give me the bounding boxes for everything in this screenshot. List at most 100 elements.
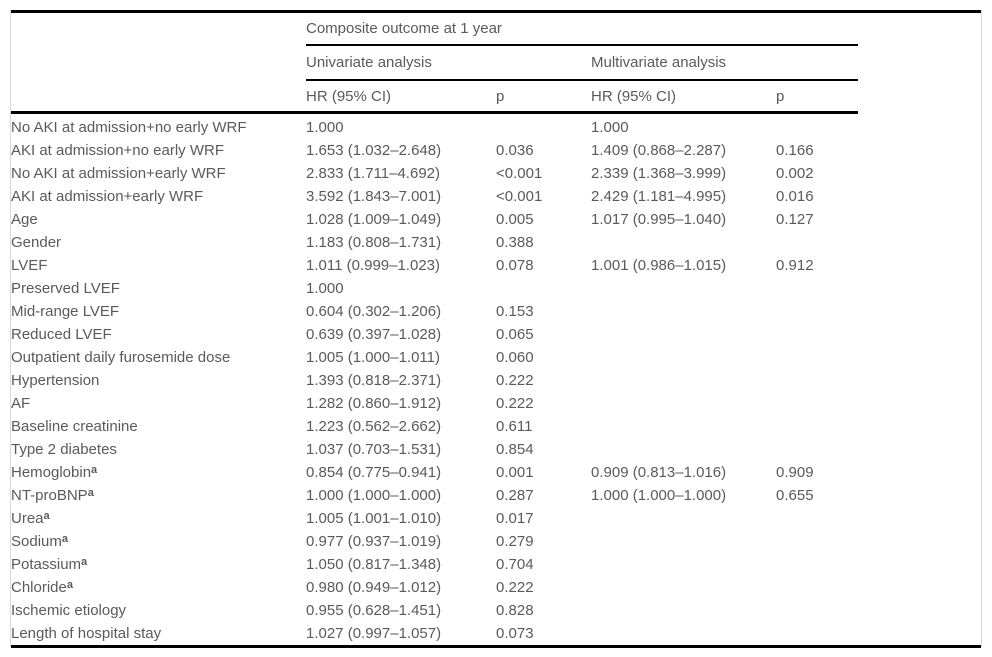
row-spacer [858, 113, 981, 140]
multivariate-p-cell [776, 323, 858, 346]
row-spacer [858, 392, 981, 415]
row-variable-label: AF [11, 392, 306, 415]
multivariate-p-cell: 0.166 [776, 142, 814, 159]
row-spacer [858, 208, 981, 231]
column-header-spacer [858, 80, 981, 113]
row-variable-label: Ureaa [11, 507, 306, 530]
univariate-hr-cell: 1.005 (1.001–1.010) [306, 510, 442, 527]
variable-name: Hypertension [11, 372, 100, 389]
row-spacer [858, 415, 981, 438]
row-spacer [858, 300, 981, 323]
multivariate-hr-cell [591, 438, 776, 461]
multivariate-hr-cell: 2.339 (1.368–3.999) [591, 165, 727, 182]
multivariate-hr-cell [591, 231, 776, 254]
univariate-p-cell: 0.005 [496, 211, 534, 228]
multivariate-p-cell: 0.909 [776, 464, 814, 481]
univariate-hr-cell: 1.011 (0.999–1.023) [306, 257, 440, 274]
spanner-right-spacer [858, 12, 981, 46]
spanner-header: Composite outcome at 1 year [306, 11, 858, 46]
row-variable-label: No AKI at admission+early WRF [11, 162, 306, 185]
univariate-p-cell: 0.153 [496, 303, 534, 320]
multivariate-p-cell [776, 553, 858, 576]
univariate-p-cell [496, 277, 591, 300]
group-header-univariate: Univariate analysis [306, 45, 591, 81]
univariate-hr-cell: 1.050 (0.817–1.348) [306, 556, 442, 573]
row-spacer [858, 438, 981, 461]
table-row: No AKI at admission+no early WRF 1.000 1.0… [11, 113, 981, 140]
multivariate-p-cell: 0.912 [776, 257, 814, 274]
row-variable-label: Baseline creatinine [11, 415, 306, 438]
variable-name: AF [11, 395, 31, 412]
variable-name: AKI at admission+no early WRF [11, 142, 224, 159]
variable-name: Ischemic etiology [11, 602, 127, 619]
table-row: Baseline creatinine 1.223 (0.562–2.662) 0.… [11, 415, 981, 438]
row-variable-label: Hypertension [11, 369, 306, 392]
footnote-marker: a [61, 533, 68, 545]
column-header-multi-p: p [776, 80, 858, 114]
row-variable-label: AKI at admission+early WRF [11, 185, 306, 208]
cox-regression-table: Composite outcome at 1 year Univariate a… [11, 10, 981, 648]
row-variable-label: No AKI at admission+no early WRF [11, 113, 306, 140]
row-variable-label: Potassiuma [11, 553, 306, 576]
group-header-multivariate: Multivariate analysis [591, 45, 858, 81]
table-row: LVEF 1.011 (0.999–1.023) 0.078 1.001 (0.986… [11, 254, 981, 277]
univariate-p-cell: 0.001 [496, 464, 534, 481]
table-row: AF 1.282 (0.860–1.912) 0.222 [11, 392, 981, 415]
row-variable-label: LVEF [11, 254, 306, 277]
multivariate-p-cell [776, 576, 858, 599]
univariate-p-cell: 0.060 [496, 349, 534, 366]
row-spacer [858, 162, 981, 185]
row-spacer [858, 507, 981, 530]
univariate-hr-cell: 1.393 (0.818–2.371) [306, 372, 442, 389]
row-spacer [858, 599, 981, 622]
univariate-p-cell: 0.036 [496, 142, 534, 159]
row-spacer [858, 530, 981, 553]
row-variable-label: Ischemic etiology [11, 599, 306, 622]
multivariate-p-cell: 0.655 [776, 487, 814, 504]
table-row: Hemoglobina 0.854 (0.775–0.941) 0.001 0.909… [11, 461, 981, 484]
variable-name: No AKI at admission+no early WRF [11, 119, 247, 136]
univariate-p-cell: 0.704 [496, 556, 534, 573]
column-header-uni-hr: HR (95% CI) [306, 80, 496, 114]
row-spacer [858, 323, 981, 346]
multivariate-p-cell: 0.127 [776, 211, 814, 228]
variable-name: Hemoglobin [11, 464, 92, 481]
row-variable-label: Outpatient daily furosemide dose [11, 346, 306, 369]
multivariate-p-cell [776, 438, 858, 461]
row-spacer [858, 369, 981, 392]
multivariate-p-cell: 0.016 [776, 188, 814, 205]
table-row: Gender 1.183 (0.808–1.731) 0.388 [11, 231, 981, 254]
univariate-p-cell: 0.279 [496, 533, 534, 550]
row-variable-label: Sodiuma [11, 530, 306, 553]
multivariate-p-cell [776, 599, 858, 622]
univariate-hr-cell: 0.854 (0.775–0.941) [306, 464, 442, 481]
table-body: No AKI at admission+no early WRF 1.000 1.0… [11, 113, 981, 647]
univariate-p-cell: <0.001 [496, 165, 543, 182]
multivariate-p-cell [776, 277, 858, 300]
footnote-marker: a [91, 464, 98, 476]
table-row: Chloridea 0.980 (0.949–1.012) 0.222 [11, 576, 981, 599]
multivariate-p-cell [776, 622, 858, 647]
row-variable-label: Age [11, 208, 306, 231]
univariate-hr-cell: 0.639 (0.397–1.028) [306, 326, 442, 343]
variable-name: Potassium [11, 556, 82, 573]
table-row: Age 1.028 (1.009–1.049) 0.005 1.017 (0.995–… [11, 208, 981, 231]
multivariate-p-cell: 0.002 [776, 165, 814, 182]
univariate-hr-cell: 1.000 [306, 280, 344, 297]
variable-name: Mid-range LVEF [11, 303, 120, 320]
variable-name: Length of hospital stay [11, 625, 162, 642]
multivariate-hr-cell: 1.000 (1.000–1.000) [591, 487, 727, 504]
table-row: Mid-range LVEF 0.604 (0.302–1.206) 0.153 [11, 300, 981, 323]
univariate-hr-cell: 1.183 (0.808–1.731) [306, 234, 442, 251]
univariate-p-cell: 0.073 [496, 625, 534, 642]
multivariate-hr-cell [591, 369, 776, 392]
multivariate-hr-cell: 1.000 [591, 119, 629, 136]
variable-name: Age [11, 211, 38, 228]
row-spacer [858, 622, 981, 647]
table-row: Potassiuma 1.050 (0.817–1.348) 0.704 [11, 553, 981, 576]
variable-name: AKI at admission+early WRF [11, 188, 204, 205]
multivariate-hr-cell: 1.409 (0.868–2.287) [591, 142, 727, 159]
univariate-p-cell: <0.001 [496, 188, 543, 205]
univariate-hr-cell: 0.604 (0.302–1.206) [306, 303, 442, 320]
multivariate-hr-cell [591, 599, 776, 622]
